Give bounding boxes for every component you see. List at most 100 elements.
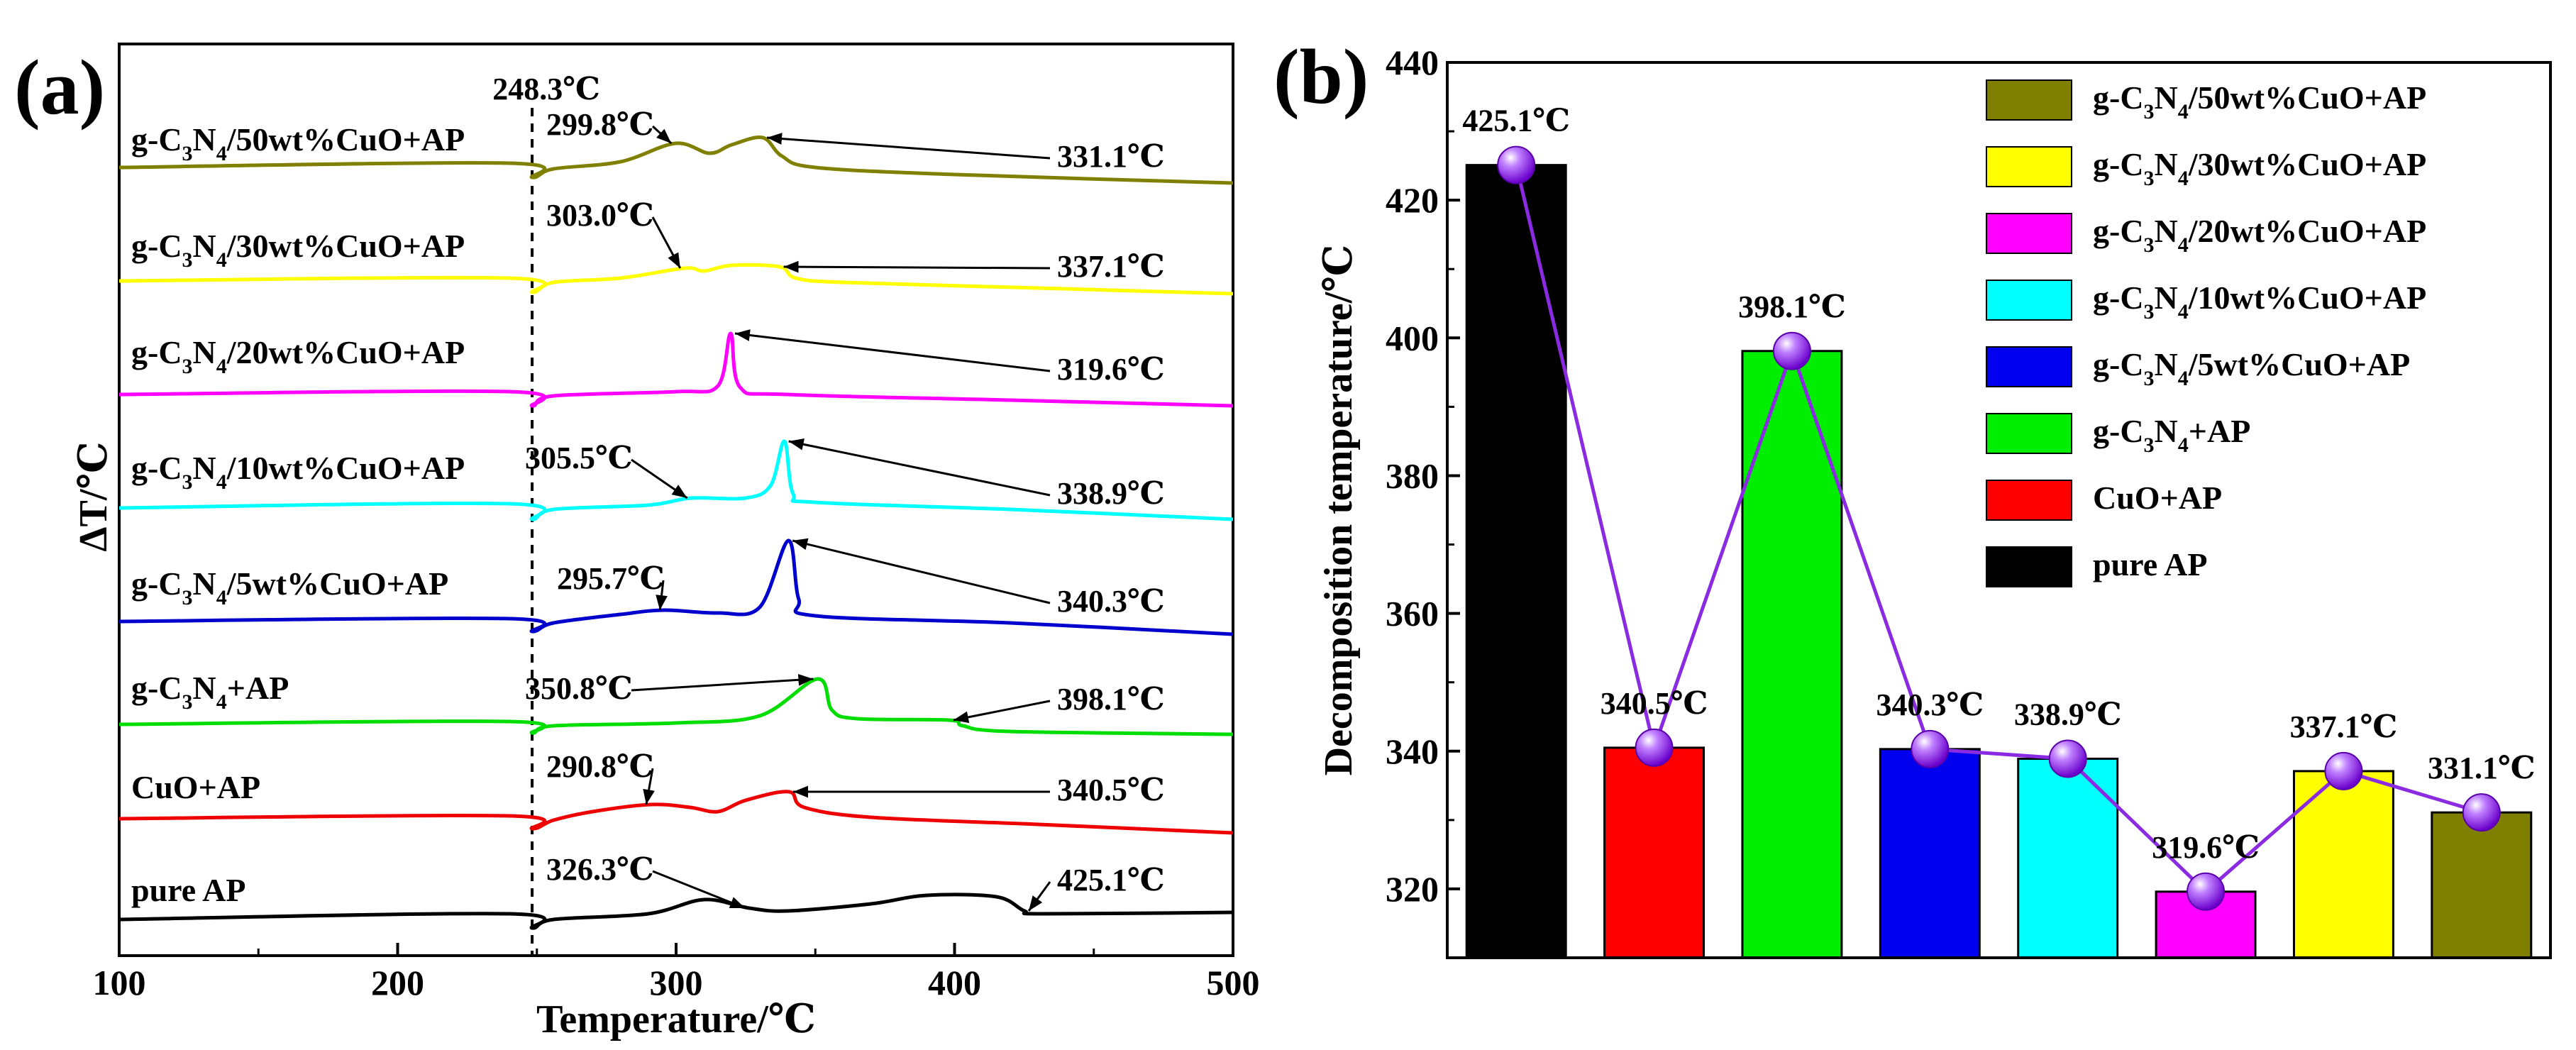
- legend-label-3: g-C3N4/10wt%CuO+AP: [2093, 280, 2426, 324]
- legend-swatch-5: [1986, 413, 2072, 454]
- bar-4: [2017, 757, 2119, 959]
- annotation-label: 340.5℃: [1057, 773, 1165, 807]
- panel-b-y-axis-title: Decomposition temperature/℃: [1317, 245, 1361, 776]
- bar-value-label: 398.1℃: [1738, 289, 1846, 324]
- annotation-arrow: [788, 438, 1051, 497]
- curve-3: [118, 439, 1234, 521]
- overlay-point-1: [1635, 728, 1674, 767]
- panel-a-dsc-curves: (a) 100 200 300 400 500 248.3℃ g-C3N4/50wt%C…: [14, 43, 1260, 1041]
- bar-6: [2292, 770, 2394, 959]
- x-tick-label: 500: [1207, 963, 1260, 1002]
- overlay-point-4: [2048, 739, 2087, 778]
- overlay-polyline: [1514, 165, 2482, 895]
- bar-0: [1465, 164, 1567, 959]
- bar-7: [2431, 811, 2533, 959]
- bar-2: [1741, 350, 1843, 959]
- annotation-arrow: [643, 768, 655, 805]
- annotation-arrow: [651, 216, 682, 269]
- x-tick-label: 200: [371, 963, 424, 1002]
- curve-0: [118, 136, 1234, 185]
- panel-a-curve-labels: g-C3N4/50wt%CuO+AP g-C3N4/30wt%CuO+AP g-C3…: [131, 121, 465, 908]
- overlay-point-5: [2187, 872, 2226, 911]
- panel-b-plot-frame: [1446, 61, 2552, 959]
- curve-label-2: g-C3N4/20wt%CuO+AP: [131, 334, 465, 378]
- legend-swatch-2: [1986, 213, 2072, 254]
- annotation-label: 299.8℃: [546, 107, 654, 142]
- annotation-label: 340.3℃: [1057, 584, 1165, 619]
- annotation-arrow: [631, 673, 814, 692]
- reference-line-label: 248.3℃: [492, 72, 600, 106]
- annotation-label: 319.6℃: [1057, 352, 1165, 387]
- legend-label-7: pure AP: [2093, 546, 2207, 582]
- annotation-arrow: [783, 260, 1051, 273]
- x-tick-label: 400: [928, 963, 981, 1002]
- overlay-point-3: [1911, 729, 1950, 768]
- annotation-arrow: [651, 125, 673, 145]
- curve-4: [118, 538, 1234, 636]
- y-tick-label: 400: [1386, 318, 1439, 358]
- annotation-label: 290.8℃: [546, 749, 654, 784]
- curve-label-6: CuO+AP: [131, 769, 260, 805]
- x-tick-label: 300: [650, 963, 703, 1002]
- panel-b-bar-chart: (b) 425.1℃ 340.5℃ 398.1℃ 340.3℃ 338.9℃ 319.6℃…: [1273, 33, 2552, 959]
- y-tick-label: 380: [1386, 455, 1439, 495]
- legend-swatch-6: [1986, 480, 2072, 521]
- legend-label-2: g-C3N4/20wt%CuO+AP: [2093, 213, 2426, 257]
- curve-5: [118, 677, 1234, 736]
- bar-1: [1603, 746, 1706, 959]
- bar-value-label: 331.1℃: [2428, 751, 2536, 785]
- curve-label-3: g-C3N4/10wt%CuO+AP: [131, 450, 465, 494]
- overlay-point-2: [1772, 331, 1811, 370]
- legend-swatch-0: [1986, 79, 2072, 121]
- curve-6: [118, 790, 1234, 835]
- panel-b-y-ticks: 320 340 360 380 400 420 440: [1386, 43, 1460, 909]
- overlay-point-6: [2324, 751, 2363, 790]
- bar-value-label: 319.6℃: [2152, 830, 2260, 865]
- annotation-arrow: [766, 133, 1051, 160]
- panel-b-overlay-line: [1497, 145, 2501, 911]
- annotation-arrow: [792, 538, 1051, 604]
- panel-a-x-axis-title: Temperature/℃: [536, 998, 816, 1041]
- annotation-label: 398.1℃: [1057, 682, 1165, 717]
- overlay-point-7: [2462, 793, 2501, 832]
- annotation-label: 303.0℃: [546, 198, 654, 233]
- legend-swatch-1: [1986, 146, 2072, 187]
- legend-swatch-7: [1986, 546, 2072, 587]
- curve-2: [118, 331, 1234, 408]
- panel-a-y-axis-title: ΔT/℃: [72, 441, 116, 551]
- y-tick-label: 440: [1386, 43, 1439, 82]
- curve-label-7: pure AP: [131, 872, 245, 908]
- annotation-label: 305.5℃: [525, 441, 633, 475]
- annotation-arrow: [656, 580, 668, 611]
- overlay-point-0: [1497, 145, 1536, 184]
- annotation-label: 331.1℃: [1057, 139, 1165, 174]
- y-tick-label: 340: [1386, 731, 1439, 771]
- panel-a-curves: [118, 136, 1234, 930]
- annotation-label: 350.8℃: [525, 671, 633, 706]
- y-tick-label: 360: [1386, 594, 1439, 634]
- annotation-label: 337.1℃: [1057, 249, 1165, 284]
- legend-swatch-3: [1986, 280, 2072, 321]
- y-tick-label: 320: [1386, 869, 1439, 909]
- x-tick-label: 100: [93, 963, 146, 1002]
- annotation-arrow: [652, 870, 746, 910]
- y-tick-label: 420: [1386, 180, 1439, 220]
- annotation-label: 425.1℃: [1057, 863, 1165, 897]
- panel-a-reference-line: 248.3℃: [492, 72, 600, 956]
- panel-b-value-labels: 425.1℃ 340.5℃ 398.1℃ 340.3℃ 338.9℃ 319.6℃ 337.…: [1462, 104, 2535, 865]
- bar-value-label: 340.5℃: [1601, 686, 1708, 721]
- bar-value-label: 338.9℃: [2014, 697, 2122, 731]
- curve-label-5: g-C3N4+AP: [131, 670, 289, 714]
- legend-label-1: g-C3N4/30wt%CuO+AP: [2093, 146, 2426, 190]
- bar-value-label: 425.1℃: [1462, 104, 1570, 138]
- bar-3: [1879, 748, 1981, 959]
- legend-label-0: g-C3N4/50wt%CuO+AP: [2093, 79, 2426, 123]
- panel-a-letter: (a): [14, 44, 105, 131]
- curve-7: [118, 892, 1234, 930]
- legend-label-5: g-C3N4+AP: [2093, 413, 2250, 457]
- bar-value-label: 337.1℃: [2290, 709, 2398, 744]
- panel-a-annotations: 299.8℃ 331.1℃ 303.0℃ 337.1℃ 319.6℃ 305.5℃ 338.…: [525, 107, 1165, 912]
- annotation-arrow: [631, 458, 688, 499]
- curve-label-0: g-C3N4/50wt%CuO+AP: [131, 121, 465, 165]
